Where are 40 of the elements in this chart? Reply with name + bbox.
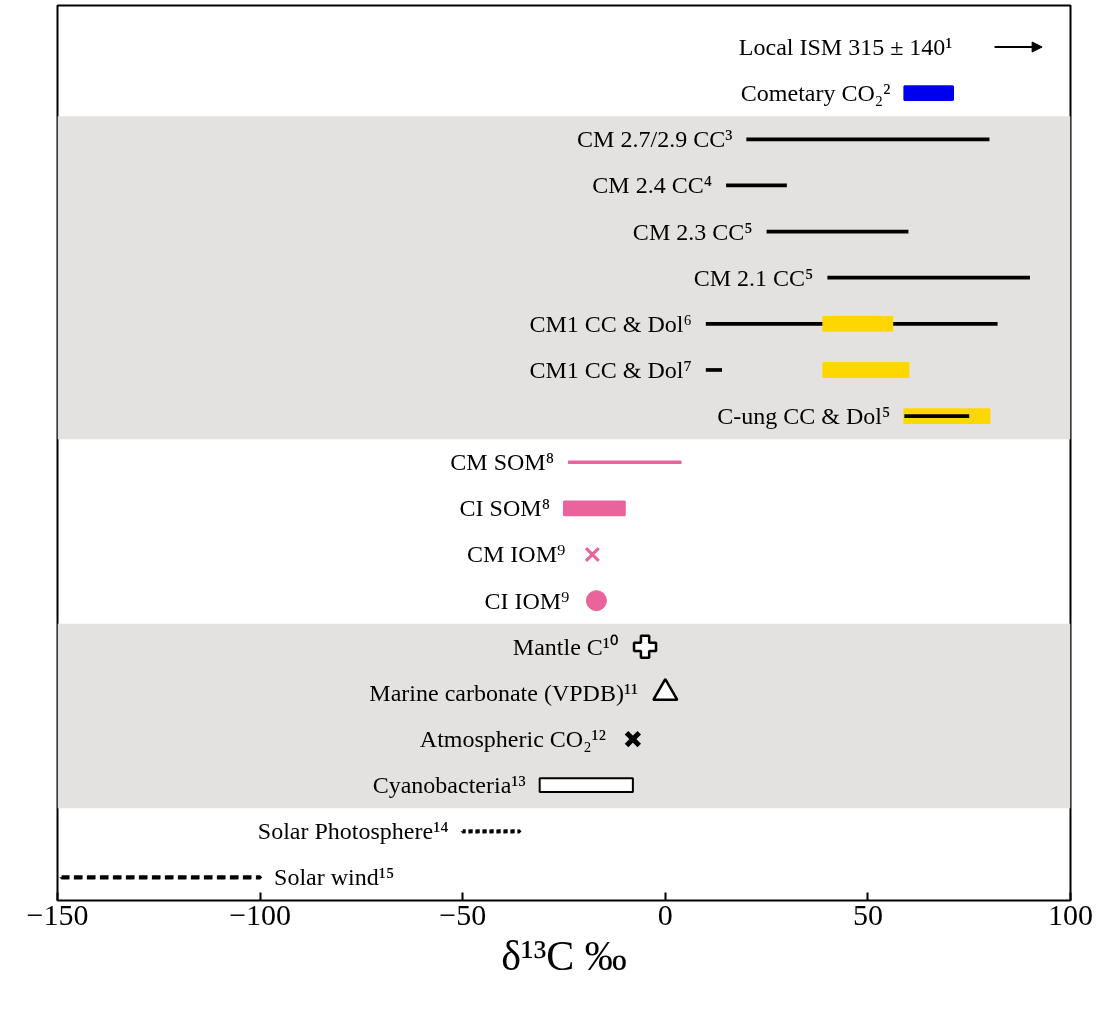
x-tick-label: 50 (852, 897, 883, 931)
y-tick-label: Local ISM 315 ± 140¹ (738, 34, 953, 61)
point (584, 546, 601, 563)
y-tick-label: CM1 CC & Dol⁶ (529, 310, 692, 337)
bar (568, 460, 682, 465)
y-tick-label: Solar Photosphere¹⁴ (257, 818, 449, 845)
y-tick-label: CM 2.4 CC⁴ (592, 172, 713, 199)
y-tick-label: C-ung CC & Dol⁵ (717, 403, 891, 430)
x-tick-label: −50 (439, 897, 487, 931)
bar (705, 368, 723, 372)
point (585, 590, 607, 612)
bar (903, 85, 954, 102)
point (624, 730, 642, 748)
y-tick-label: CI IOM⁹ (484, 587, 570, 614)
bar (827, 275, 1030, 280)
y-tick-label: Mantle C¹⁰ (512, 633, 619, 660)
y-tick-label: Cometary CO₂² (740, 80, 891, 107)
y-tick-label: Atmospheric CO₂¹² (419, 726, 606, 753)
bar (822, 362, 910, 378)
y-tick-label: Solar wind¹⁵ (274, 864, 395, 891)
y-tick-label: CI SOM⁸ (459, 495, 550, 522)
y-tick-label: CM 2.3 CC⁵ (632, 218, 753, 245)
x-axis-title: δ¹³C ‰ (501, 932, 627, 979)
y-tick-label: CM IOM⁹ (466, 541, 566, 568)
x-tick-label: −100 (229, 897, 292, 931)
y-tick-label: Cyanobacteria¹³ (372, 772, 526, 799)
y-tick-label: CM 2.7/2.9 CC³ (577, 126, 733, 153)
y-tick-label: Marine carbonate (VPDB)¹¹ (369, 679, 639, 706)
y-tick-label: CM1 CC & Dol⁷ (529, 356, 692, 383)
y-tick-label: CM SOM⁸ (450, 449, 555, 476)
bar (822, 315, 894, 332)
bar (538, 777, 634, 794)
y-tick-label: CM 2.1 CC⁵ (693, 264, 814, 291)
x-tick-label: −150 (26, 897, 89, 931)
point (632, 634, 658, 660)
bar (904, 414, 970, 418)
x-tick-label: 0 (657, 897, 673, 931)
bar (563, 500, 626, 517)
bar (746, 137, 990, 142)
x-tick-label: 100 (1048, 897, 1093, 931)
